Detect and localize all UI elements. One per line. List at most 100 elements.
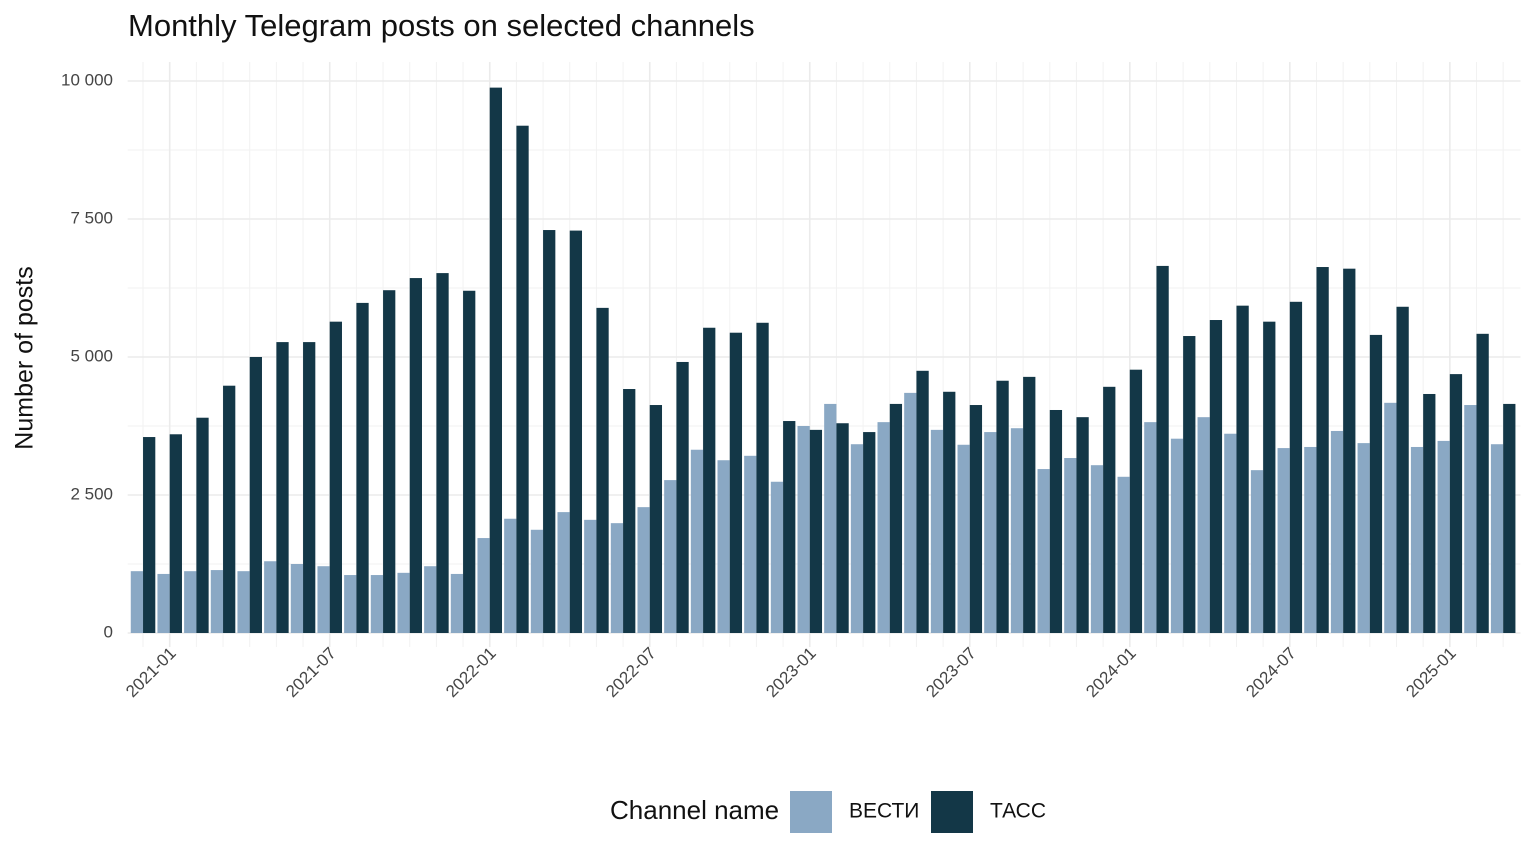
legend-swatch (931, 791, 973, 833)
bar (436, 273, 449, 633)
bar (1277, 448, 1290, 633)
bar (424, 566, 437, 633)
bar (957, 444, 970, 633)
bar (703, 327, 716, 633)
bar (370, 575, 384, 633)
bar (1170, 438, 1184, 633)
bar (184, 571, 197, 633)
bar (1090, 465, 1104, 633)
bar (584, 519, 597, 633)
legend-label: ВЕСТИ (849, 800, 919, 823)
bar (637, 507, 650, 633)
bar (1449, 374, 1463, 633)
bar (516, 125, 529, 633)
bar (1049, 409, 1063, 633)
bar (276, 342, 289, 633)
legend-swatch (790, 791, 832, 833)
bar (237, 571, 250, 633)
bar (543, 230, 556, 634)
bar (1503, 403, 1516, 633)
bar (690, 449, 704, 633)
y-tick-label: 0 (104, 622, 113, 641)
bar (969, 405, 983, 633)
bar (264, 561, 277, 633)
bar (1476, 333, 1489, 633)
x-tick-label: 2021-07 (282, 644, 340, 702)
bar (623, 389, 636, 633)
bar (1343, 268, 1356, 633)
bar (1023, 376, 1036, 633)
bar (383, 290, 396, 633)
y-tick-label: 10 000 (61, 70, 113, 89)
bar (676, 361, 689, 633)
y-tick-label: 2 500 (70, 484, 113, 503)
bar (1410, 446, 1424, 633)
bar (157, 573, 170, 633)
x-tick-label: 2025-01 (1402, 644, 1460, 702)
bar (1236, 305, 1249, 633)
x-tick-label: 2022-01 (442, 644, 500, 702)
bar (557, 512, 570, 633)
bar (916, 370, 929, 633)
x-tick-label: 2024-07 (1242, 644, 1300, 702)
bar (1330, 430, 1344, 633)
bar (1129, 369, 1143, 633)
bar (1304, 446, 1317, 633)
bar (863, 432, 876, 633)
bar (836, 423, 849, 633)
bar (649, 405, 663, 633)
bar (130, 571, 144, 633)
x-tick-label: 2021-01 (122, 644, 180, 702)
x-tick-label: 2023-01 (762, 644, 820, 702)
bar (463, 290, 476, 633)
bar (943, 391, 956, 633)
bar (210, 570, 224, 633)
bar (797, 426, 810, 633)
bar (329, 321, 342, 633)
bar (850, 444, 864, 633)
bar (1010, 428, 1024, 633)
bar (904, 392, 917, 633)
bar (477, 538, 490, 633)
x-tick-label: 2022-07 (602, 644, 660, 702)
bar (1289, 301, 1303, 633)
y-axis-label: Number of posts (11, 266, 39, 449)
bar (1037, 469, 1050, 633)
y-tick-label: 7 500 (70, 208, 113, 227)
chart-title: Monthly Telegram posts on selected chann… (128, 8, 755, 43)
bar (1064, 458, 1077, 633)
bar (1144, 422, 1157, 633)
bar (1316, 267, 1329, 633)
bar (1250, 470, 1264, 633)
bar (930, 429, 944, 633)
bar (1423, 393, 1436, 633)
bar (1224, 433, 1237, 633)
bar (1369, 334, 1383, 633)
bar (889, 403, 903, 633)
bar (824, 403, 837, 633)
bar (1357, 443, 1370, 633)
bar (610, 523, 624, 633)
bar (596, 307, 609, 633)
bar (344, 575, 357, 633)
bar (664, 480, 677, 633)
bar (996, 380, 1009, 633)
bar (1263, 321, 1276, 633)
bar (489, 87, 503, 633)
legend-label: ТАСС (990, 800, 1046, 823)
bar (303, 342, 316, 633)
bar (770, 481, 784, 633)
bar (1209, 320, 1223, 633)
bar (143, 437, 156, 633)
bar (397, 572, 410, 633)
bar (223, 385, 236, 633)
bar (290, 564, 304, 633)
bar (530, 529, 544, 633)
bar (450, 573, 464, 633)
bar (1117, 476, 1130, 633)
bar (504, 518, 517, 633)
bar (744, 455, 757, 633)
bar (1396, 306, 1409, 633)
bar (1103, 386, 1116, 633)
